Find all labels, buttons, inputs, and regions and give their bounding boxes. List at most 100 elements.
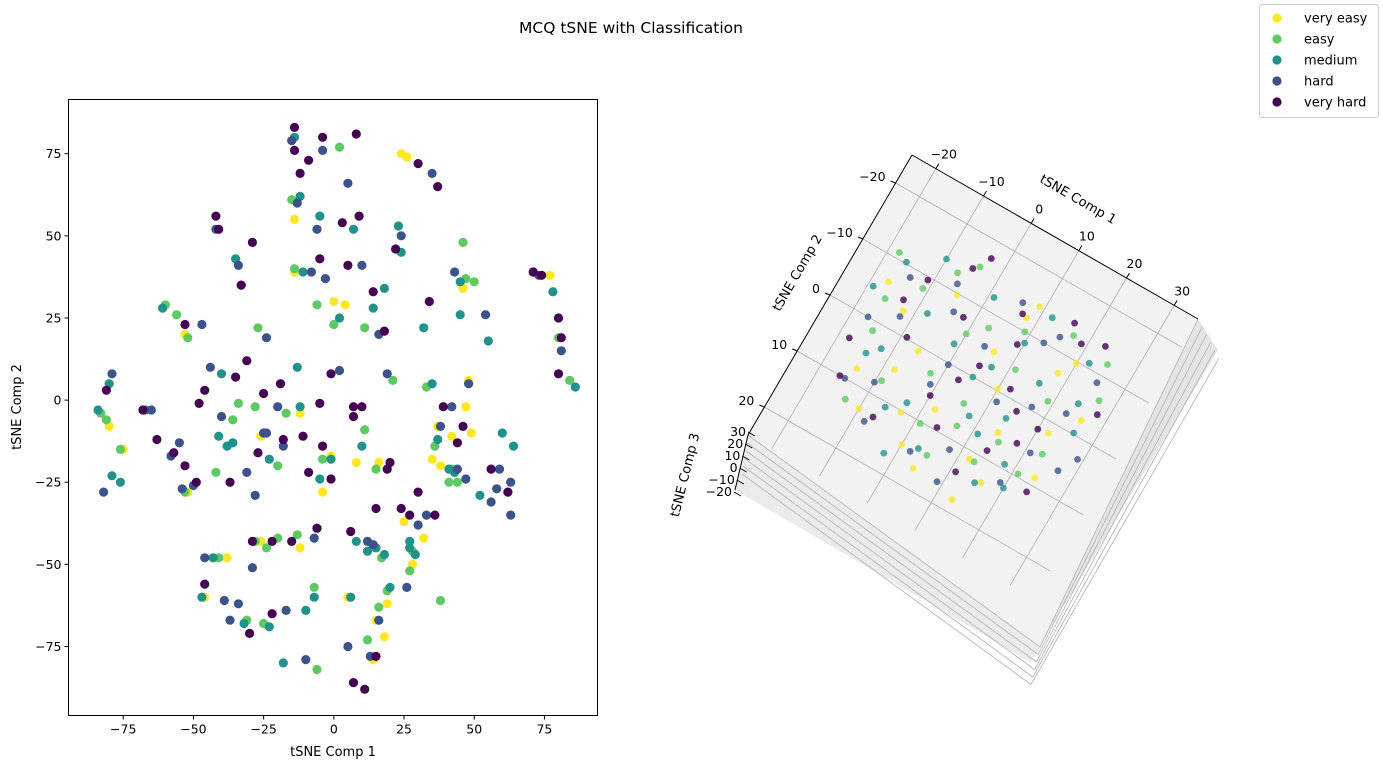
scatter-2d-point-very-hard	[231, 372, 241, 382]
scatter-2d-point-easy	[253, 323, 263, 333]
scatter-2d-point-very-hard	[438, 402, 448, 412]
scatter-3d-point-very-hard	[1023, 488, 1030, 496]
scatter-2d-point-hard	[301, 655, 311, 665]
scatter-3d-point-very-easy	[853, 365, 861, 372]
scatter-2d-point-hard	[450, 267, 460, 277]
scatter-3d-point-medium	[1070, 429, 1078, 437]
scatter-3d-point-hard	[1026, 449, 1034, 457]
scatter-3d-point-medium	[862, 349, 870, 357]
scatter-2d-point-very-hard	[298, 431, 308, 441]
scatter-3d-z-tick-mark	[739, 467, 747, 473]
scatter-2d-point-very-hard	[304, 467, 314, 477]
scatter-3d-point-very-easy	[948, 496, 956, 504]
scatter-2d-point-very-hard	[537, 270, 547, 280]
scatter-3d-point-medium	[881, 403, 889, 411]
scatter-2d-point-hard	[486, 497, 496, 507]
scatter-2d-point-hard	[318, 145, 328, 155]
scatter-3d-point-medium	[950, 340, 958, 348]
scatter-3d-x-tick-mark	[1078, 245, 1083, 251]
scatter-2d-point-very-hard	[191, 477, 201, 487]
scatter-2d-point-medium	[216, 369, 227, 379]
scatter-3d-x-tick-label: −20	[931, 147, 957, 162]
scatter-2d-point-very-hard	[458, 421, 468, 431]
legend-frame	[1259, 4, 1379, 118]
scatter-3d-z-tick-label: −10	[708, 472, 734, 487]
scatter-3d-z-tick-label: 0	[730, 460, 738, 475]
scatter-2d-point-hard	[309, 533, 319, 543]
scatter-3d-y-tick-mark	[890, 180, 896, 184]
scatter-2d-point-hard	[357, 260, 367, 270]
scatter-2d-y-tick-label: 0	[54, 393, 62, 408]
scatter-2d-point-medium	[362, 546, 373, 556]
scatter-3d-gridline-y	[764, 406, 1051, 572]
scatter-2d-point-medium	[497, 428, 507, 438]
scatter-3d-point-medium	[924, 310, 931, 317]
scatter-3d-z-level-line	[744, 342, 1211, 671]
scatter-2d-y-tick-label: 50	[46, 228, 62, 243]
scatter-2d-point-easy	[183, 333, 193, 343]
scatter-3d-z-levels	[741, 318, 1220, 686]
scatter-3d-x-tick-mark	[1126, 272, 1130, 279]
scatter-2d-point-easy	[261, 543, 272, 553]
scatter-3d-point-very-easy	[898, 441, 905, 448]
scatter-2d-point-hard	[368, 540, 378, 550]
scatter-2d-x-axis-label: tSNE Comp 1	[290, 745, 376, 760]
scatter-3d-point-hard	[993, 398, 1000, 406]
scatter-3d-point-easy	[970, 458, 978, 466]
scatter-3d-gridline-y	[895, 182, 1182, 348]
scatter-3d-point-easy	[869, 327, 876, 335]
scatter-2d-point-medium	[301, 605, 311, 616]
scatter-2d-point-very-hard	[351, 129, 361, 139]
scatter-2d-point-very-hard	[396, 503, 406, 514]
scatter-2d-point-hard	[216, 411, 227, 422]
scatter-3d-point-very-hard	[1007, 385, 1014, 393]
scatter-3d-point-very-hard	[960, 313, 967, 321]
legend-marker-medium	[1272, 55, 1282, 65]
scatter-3d-point-easy	[841, 395, 849, 403]
scatter-2d-point-easy	[172, 310, 182, 320]
scatter-2d-point-medium	[455, 277, 465, 287]
scatter-3d-y-tick-mark	[759, 404, 765, 408]
scatter-2d-point-medium	[298, 267, 308, 277]
scatter-3d-point-easy	[954, 269, 961, 277]
scatter-2d-point-medium	[315, 474, 325, 484]
scatter-2d-point-very-hard	[357, 402, 367, 412]
scatter-2d-y-tick-label: −75	[35, 639, 61, 654]
scatter-2d-y-tick-label: −25	[35, 475, 61, 490]
scatter-2d-point-medium	[393, 221, 403, 231]
scatter-3d-x-tick-label: 30	[1174, 283, 1190, 298]
scatter-2d-point-very-easy	[379, 632, 389, 642]
scatter-3d-point-very-hard	[1013, 439, 1021, 447]
scatter-2d-point-hard	[174, 438, 184, 448]
scatter-2d-point-very-hard	[553, 369, 564, 379]
scatter-2d-point-hard	[278, 441, 288, 451]
scatter-2d-point-very-hard	[318, 441, 328, 451]
scatter-3d-x-tick-label: −10	[978, 174, 1004, 189]
scatter-2d-point-very-easy	[222, 553, 232, 563]
scatter-2d-point-very-hard	[275, 379, 286, 389]
scatter-2d-point-medium	[385, 582, 395, 593]
scatter-3d-x-tick-label: 0	[1035, 201, 1043, 216]
scatter-2d-point-very-hard	[405, 510, 415, 520]
scatter-3d-point-medium	[1002, 415, 1010, 422]
scatter-2d-point-easy	[281, 408, 291, 418]
scatter-2d-point-very-hard	[289, 122, 300, 132]
scatter-3d-point-very-hard	[1078, 340, 1085, 348]
scatter-2d-point-hard	[334, 365, 345, 376]
scatter-2d-point-very-easy	[351, 457, 361, 468]
scatter-2d-y-tick-label: 25	[46, 310, 62, 325]
scatter-2d-point-hard	[219, 595, 229, 606]
scatter-3d-z-tick-label: 20	[727, 436, 743, 451]
scatter-2d-point-very-hard	[245, 628, 255, 639]
scatter-2d-point-medium	[326, 454, 336, 464]
scatter-2d-point-very-hard	[101, 385, 111, 395]
scatter-3d-point-hard	[954, 280, 961, 288]
scatter-3d-x-tick-mark	[1173, 300, 1178, 306]
scatter-3d-point-easy	[919, 285, 927, 292]
scatter-2d-point-very-hard	[267, 536, 277, 547]
scatter-2d-point-hard	[259, 428, 269, 438]
scatter-3d-point-very-easy	[977, 479, 985, 487]
scatter-3d-point-hard	[1019, 299, 1027, 307]
scatter-3d-point-easy	[960, 400, 968, 407]
scatter-3d-point-easy	[923, 452, 931, 459]
